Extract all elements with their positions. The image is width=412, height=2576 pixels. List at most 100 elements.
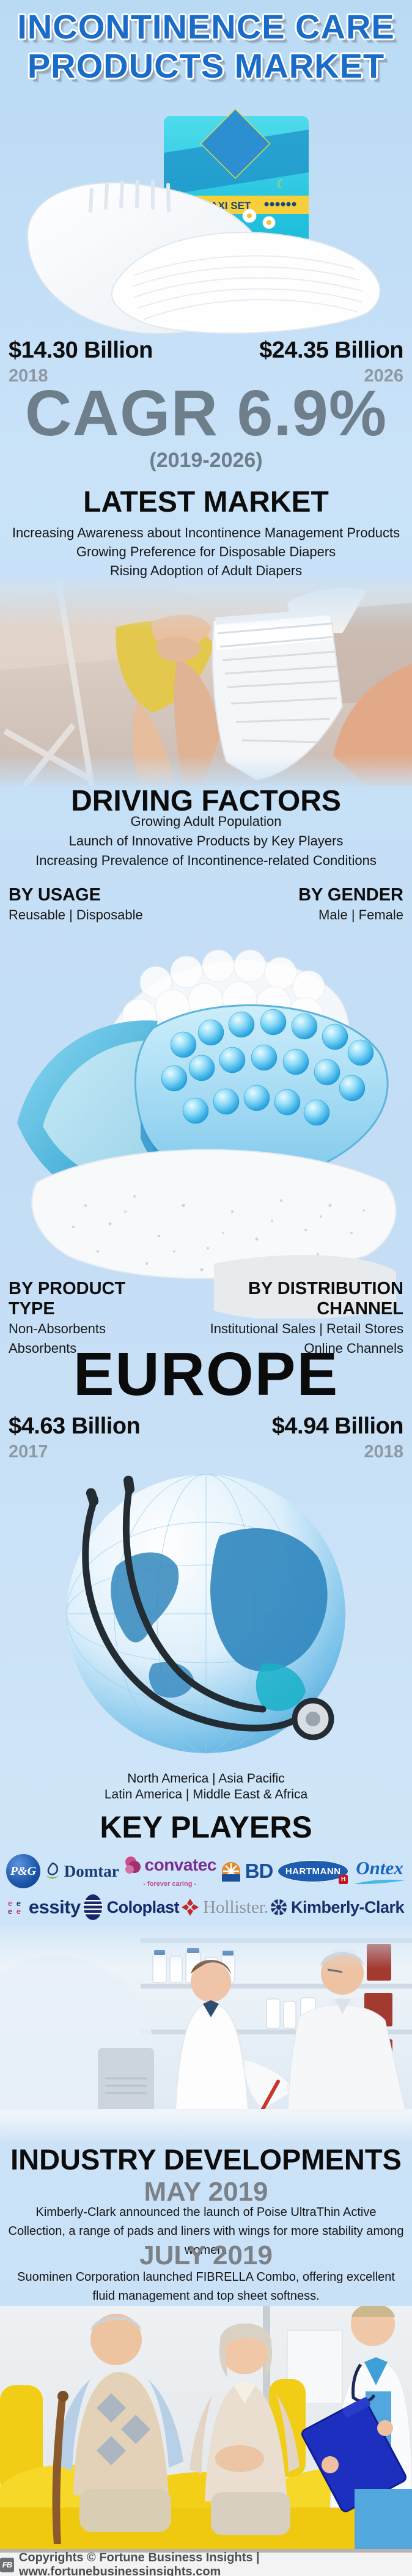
page-title: INCONTINENCE CARE PRODUCTS MARKET [0,7,412,86]
logo-kimberly-clark-text: Kimberly-Clark [291,1897,405,1916]
by-gender-heading: BY GENDER [298,885,403,905]
pharmacy-photo [0,1926,412,2141]
by-gender-values: Male | Female [318,907,403,922]
usage-gender-row: BY USAGE Reusable | Disposable BY GENDER… [0,885,412,925]
driving-factor-item: Launch of Innovative Products by Key Pla… [68,833,344,848]
market-size-start-value: $14.30 Billion [9,337,153,363]
regions-line1: North America | Asia Pacific [127,1772,285,1786]
elderly-couple-nurse-art [0,2306,412,2552]
europe-start-year: 2017 [9,1442,48,1462]
logo-convatec: convatec - forever caring - [123,1855,216,1888]
logo-pg: P&G [6,1854,40,1888]
elderly-man-figure [52,2314,183,2544]
regions-block: North America | Asia Pacific Latin Ameri… [0,1771,412,1803]
absorbent-core-layer [31,1149,397,1279]
latest-market-list: Increasing Awareness about Incontinence … [0,523,412,580]
footer-bar: FB Copyrights © Fortune Business Insight… [0,2550,412,2576]
cagr-block: CAGR 6.9% (2019-2026) [0,380,412,473]
europe-start: $4.63 Billion 2017 [9,1413,141,1462]
moon-icon: ☾ [276,178,287,191]
europe-end-year: 2018 [364,1442,403,1462]
europe-end-value: $4.94 Billion [271,1413,404,1439]
footer-copyright-text: Copyrights © Fortune Business Insights |… [18,2550,260,2576]
market-size-row: $14.30 Billion 2018 $24.35 Billion 2026 [0,337,412,386]
ontex-swoosh-icon [354,1879,405,1885]
by-usage-values: Reusable | Disposable [9,907,143,922]
logo-ontex-text: Ontex [356,1857,403,1879]
globe-stethoscope-image [0,1462,412,1768]
industry-developments-heading: INDUSTRY DEVELOPMENTS [10,2143,402,2176]
logo-coloplast-text: Coloplast [106,1897,180,1916]
logo-ontex: Ontex [353,1857,406,1885]
by-gender-block: BY GENDER Male | Female [298,885,403,925]
coloplast-globe-icon [83,1894,103,1920]
hollister-cross-icon [182,1899,199,1916]
convatec-flower-icon [125,1857,141,1874]
by-distribution-channel-line1: Institutional Sales | Retail Stores [210,1321,403,1336]
by-distribution-channel-line2: Online Channels [304,1341,403,1356]
pharmacy-photo-art [0,1926,412,2141]
logo-bd: BD [221,1860,273,1883]
event-date-may: MAY 2019 [144,2177,268,2207]
market-size-start-year: 2018 [9,366,48,386]
logo-essity-text: essity [28,1896,81,1918]
cagr-value: CAGR 6.9% [24,377,388,449]
logo-hollister-text: Hollister. [203,1897,269,1917]
logo-hartmann: HARTMANN H [277,1860,350,1884]
logo-domtar: Domtar [45,1862,119,1881]
continents [111,1528,328,1711]
driving-factor-item: Increasing Prevalence of Incontinence-re… [35,853,377,868]
event-description-may: Kimberly-Clark announced the launch of P… [8,2206,404,2257]
by-product-type-line2: Absorbents [9,1341,77,1356]
kimberly-clark-flower-icon [271,1899,287,1915]
stethoscope-icon [82,1476,334,1740]
latest-market-item: Increasing Awareness about Incontinence … [12,525,400,540]
logo-hartmann-text: HARTMANN [285,1866,341,1877]
elderly-couple-nurse-photo [0,2306,412,2552]
nurse-figure [301,2306,412,2552]
market-size-end-value: $24.35 Billion [259,337,403,363]
absorbent-layers-image [0,918,412,1319]
cagr-period: (2019-2026) [149,449,263,472]
logo-pg-text: P&G [10,1864,37,1878]
by-product-type-block: BY PRODUCT TYPE Non-Absorbents Absorbent… [9,1279,169,1358]
logo-bd-text: BD [245,1860,274,1882]
market-size-end: $24.35 Billion 2026 [259,337,403,386]
logo-convatec-tagline: - forever caring - [143,1880,197,1888]
droplet-icons [264,202,296,207]
by-usage-block: BY USAGE Reusable | Disposable [9,885,143,925]
by-product-type-line1: Non-Absorbents [9,1321,106,1336]
event-date-july: JULY 2019 [139,2240,273,2270]
domtar-leaf-icon [46,1862,59,1879]
bottom-layer [214,1255,396,1319]
fortune-business-insights-logo: FB [0,2557,14,2572]
market-size-end-year: 2026 [364,366,403,386]
regions-line2: Latin America | Middle East & Africa [104,1787,308,1801]
page-title-line2: PRODUCTS MARKET [27,46,385,85]
pg-circle-icon: P&G [6,1854,40,1888]
product-distribution-row: BY PRODUCT TYPE Non-Absorbents Absorbent… [0,1279,412,1358]
driving-factors-heading: DRIVING FACTORS [71,785,341,817]
by-product-type-heading: BY PRODUCT TYPE [9,1279,126,1319]
by-distribution-channel-heading: BY DISTRIBUTION CHANNEL [248,1279,403,1319]
key-players-logos-row1: P&G Domtar convatec - forever caring - [0,1852,412,1890]
hero-product-image: ☾ MAXI SET [0,92,412,336]
page-title-line1: INCONTINENCE CARE [17,7,395,46]
market-size-start: $14.30 Billion 2018 [9,337,153,386]
by-usage-heading: BY USAGE [9,885,101,905]
driving-factor-item: Growing Adult Population [130,814,282,829]
europe-start-value: $4.63 Billion [9,1413,141,1439]
latest-market-item: Growing Preference for Disposable Diaper… [76,544,336,559]
fb-logo-text: FB [2,2560,12,2569]
latest-market-item: Rising Adoption of Adult Diapers [109,563,303,578]
absorbent-layers-art [17,949,397,1319]
caregiver-diaper-photo [0,578,412,786]
hartmann-h-badge: H [339,1875,348,1884]
walking-cane [52,2398,66,2544]
by-distribution-channel-block: BY DISTRIBUTION CHANNEL Institutional Sa… [169,1279,403,1358]
latest-market-heading: LATEST MARKET [83,486,329,518]
logo-coloplast: Coloplast [83,1894,180,1921]
